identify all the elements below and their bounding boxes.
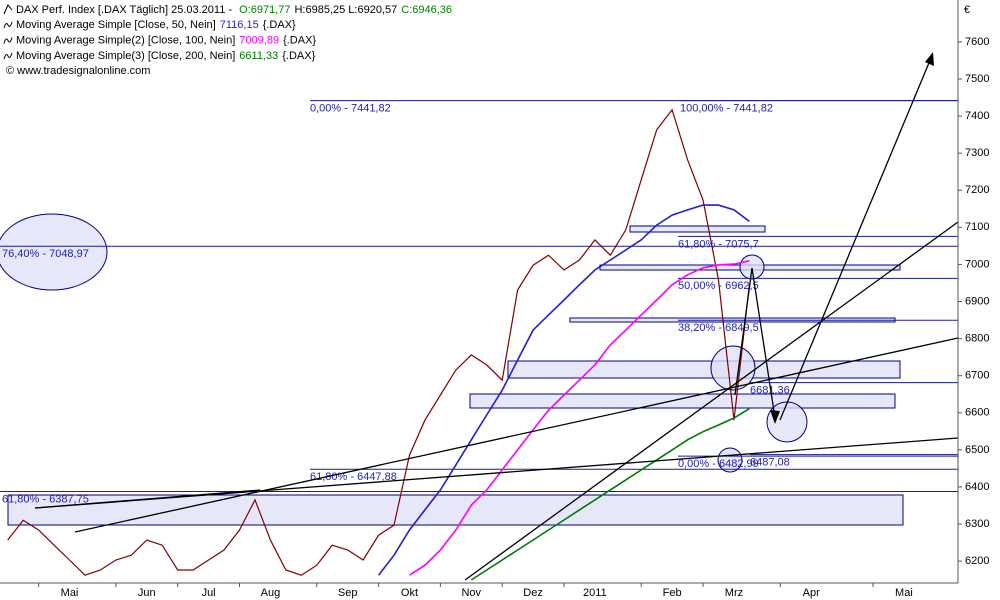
legend-suffix: {.DAX} — [283, 34, 316, 46]
arrow — [779, 57, 932, 421]
zone-box — [469, 393, 896, 409]
level-label: 76,40% - 7048,97 — [2, 248, 89, 260]
arrow-head — [925, 52, 934, 66]
x-tick-label: Sep — [338, 587, 358, 599]
level-label: 61,80% - 7075,7 — [678, 238, 759, 250]
header-part: O:6971,77 — [239, 4, 290, 16]
y-tick-label: 7100 — [965, 221, 989, 233]
plot-area: 0,00% - 7441,82 100,00% - 7441,82 76,40% -… — [0, 100, 958, 581]
level-label: 0,00% - 6482,99 — [678, 458, 759, 470]
moving-average-line — [377, 204, 750, 576]
level-label: 6681,36 — [750, 385, 790, 397]
y-tick-label: 7000 — [965, 258, 989, 270]
zone-box — [507, 360, 901, 379]
header-part: H:6985,25 L:6920,57 — [294, 4, 397, 16]
legend-value: 7116,15 — [220, 19, 259, 31]
header-part: C:6946,36 — [401, 4, 452, 16]
level-label: 61,80% - 6447,88 — [310, 471, 397, 483]
legend-name: Moving Average Simple [Close, 50, Nein] — [16, 19, 216, 31]
drawings — [0, 213, 904, 526]
y-tick-label: 6900 — [965, 295, 989, 307]
legend-suffix: {.DAX} — [263, 19, 296, 31]
legend-name: Moving Average Simple(2) [Close, 100, Ne… — [16, 34, 235, 46]
level-label: 38,20% - 6849,5 — [678, 322, 759, 334]
level-label: 50,00% - 6962,5 — [678, 280, 759, 292]
trend-line — [34, 489, 261, 509]
y-tick-label: 6700 — [965, 370, 989, 382]
x-tick-label: Dez — [523, 587, 543, 599]
y-tick-label: 7500 — [965, 73, 989, 85]
trend-line — [74, 337, 959, 533]
y-tick-label: 7200 — [965, 184, 989, 196]
y-tick-label: 6200 — [965, 555, 989, 567]
y-tick-label: 6600 — [965, 407, 989, 419]
level-label: 0,00% - 7441,82 — [310, 102, 391, 114]
legend-name: Moving Average Simple(3) [Close, 200, Ne… — [16, 50, 235, 62]
x-tick-label: Okt — [401, 587, 418, 599]
zone-box — [7, 494, 904, 526]
level-label: 61,80% - 6387,75 — [2, 493, 89, 505]
header: DAX Perf. Index [.DAX Täglich] 25.03.201… — [16, 4, 452, 16]
arrow — [751, 267, 776, 419]
legend-entry: Moving Average Simple [Close, 50, Nein] 7… — [16, 19, 296, 31]
y-tick-label: 7400 — [965, 110, 989, 122]
x-tick-label: Aug — [261, 587, 281, 599]
legend-suffix: {.DAX} — [282, 50, 315, 62]
y-tick-label: 6300 — [965, 518, 989, 530]
y-tick-label: 6400 — [965, 481, 989, 493]
x-tick-label: Feb — [663, 587, 682, 599]
x-tick-label: Mai — [895, 587, 913, 599]
y-axis-panel — [958, 0, 1000, 600]
y-tick-label: 7600 — [965, 36, 989, 48]
y-tick-label: 7300 — [965, 147, 989, 159]
circle-marker — [717, 447, 743, 473]
circle-marker — [0, 213, 108, 291]
trend-lines — [34, 52, 959, 581]
trend-line — [464, 221, 959, 581]
arrow-head — [770, 410, 780, 424]
legend-icon — [3, 37, 13, 44]
x-tick-label: Mrz — [725, 587, 743, 599]
legend-value: 6611,33 — [239, 50, 278, 62]
x-tick-label: Apr — [803, 587, 820, 599]
currency-label: € — [964, 4, 970, 16]
moving-average-line — [409, 260, 750, 576]
level-label: 100,00% - 7441,82 — [680, 102, 773, 114]
legend-icon — [3, 21, 13, 29]
price-line — [7, 108, 750, 576]
header-part: DAX Perf. Index [.DAX Täglich] 25.03.201… — [16, 4, 235, 16]
arrow — [734, 267, 753, 396]
y-tick-label: 6800 — [965, 333, 989, 345]
circle-marker — [739, 254, 765, 280]
legend-entry: Moving Average Simple(3) [Close, 200, Ne… — [16, 50, 316, 62]
y-tick-label: 6500 — [965, 444, 989, 456]
zone-box — [629, 225, 766, 233]
legend-icon — [3, 52, 13, 60]
x-tick-label: Nov — [461, 587, 481, 599]
x-tick-label: Jun — [138, 587, 156, 599]
header-icon — [3, 4, 13, 15]
legend-value: 7009,89 — [239, 34, 279, 46]
level-label: 6487,08 — [750, 457, 790, 469]
copyright: © www.tradesignalonline.com — [6, 65, 150, 77]
x-tick-label: Jul — [202, 587, 216, 599]
circle-marker — [710, 345, 756, 391]
legend-entry: Moving Average Simple(2) [Close, 100, Ne… — [16, 34, 316, 46]
x-tick-label: Mai — [61, 587, 79, 599]
moving-average-line — [470, 407, 750, 581]
x-tick-label: 2011 — [583, 587, 607, 599]
